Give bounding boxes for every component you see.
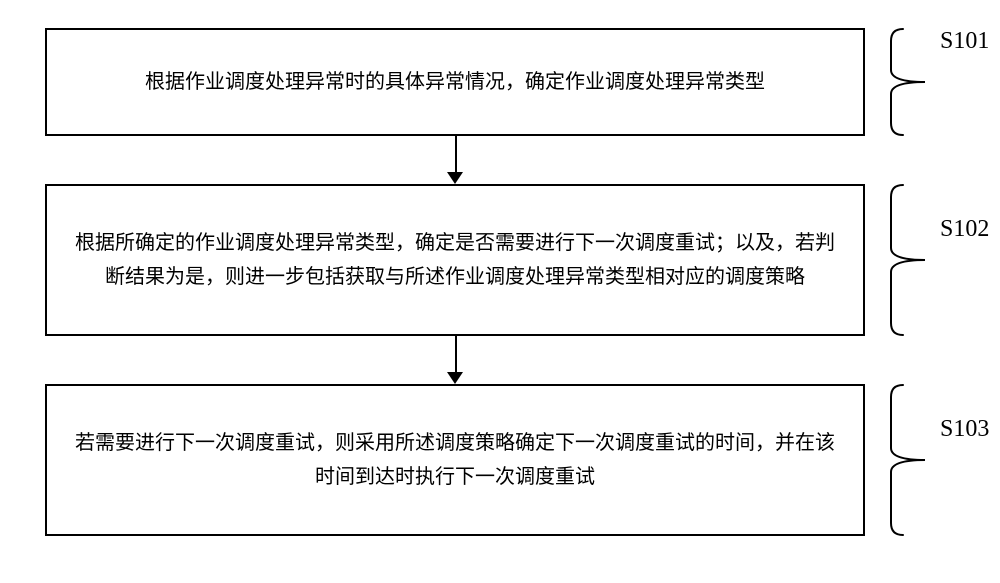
flow-step-text: 根据作业调度处理异常时的具体异常情况，确定作业调度处理异常类型 [145,65,765,99]
step-brace [865,384,935,536]
flow-step-s102: 根据所确定的作业调度处理异常类型，确定是否需要进行下一次调度重试；以及，若判断结… [45,184,865,336]
flow-arrow [455,336,457,372]
flow-step-s101: 根据作业调度处理异常时的具体异常情况，确定作业调度处理异常类型 [45,28,865,136]
flow-step-s103: 若需要进行下一次调度重试，则采用所述调度策略确定下一次调度重试的时间，并在该时间… [45,384,865,536]
flow-arrow [455,136,457,172]
flow-arrow-head-icon [447,172,463,184]
step-brace [865,28,935,136]
flow-step-text: 根据所确定的作业调度处理异常类型，确定是否需要进行下一次调度重试；以及，若判断结… [71,226,839,294]
step-label-s103: S103 [940,416,989,443]
step-label-s101: S101 [940,28,989,55]
flow-step-text: 若需要进行下一次调度重试，则采用所述调度策略确定下一次调度重试的时间，并在该时间… [71,426,839,494]
step-label-s102: S102 [940,216,989,243]
step-brace [865,184,935,336]
flow-arrow-head-icon [447,372,463,384]
